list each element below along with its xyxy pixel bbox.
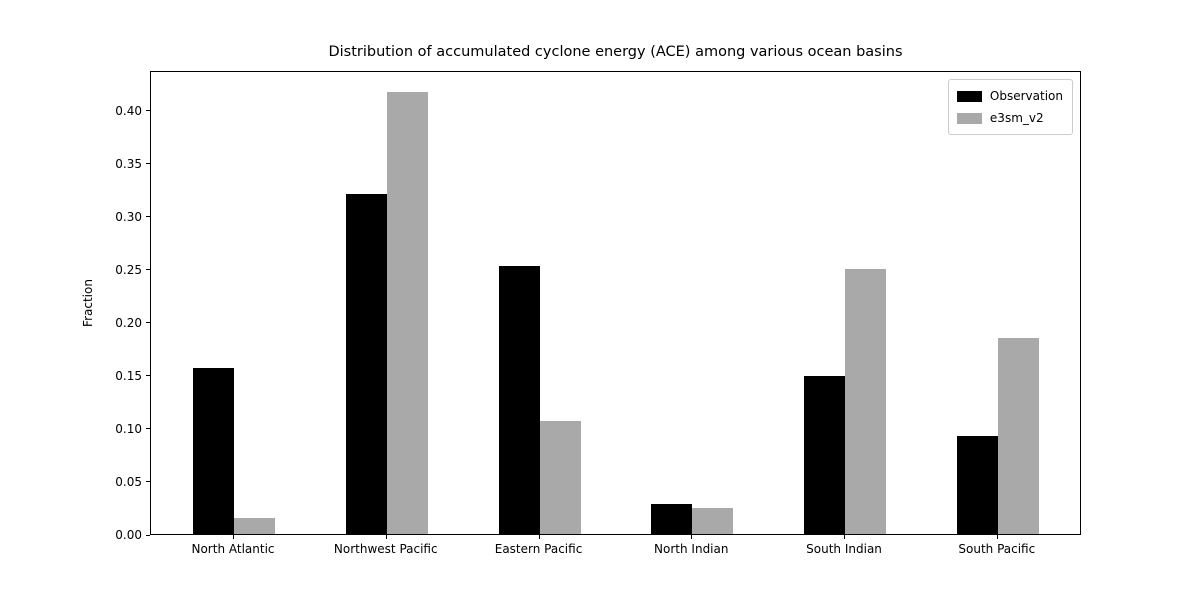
x-tick-label-south-pacific: South Pacific (958, 542, 1036, 556)
bar-e3sm-v2-eastern-pacific (539, 420, 581, 534)
y-tick-label-0.25: 0.25 (115, 262, 142, 277)
x-tick-label-north-atlantic: North Atlantic (191, 542, 275, 556)
y-tick-mark-0.15 (146, 375, 150, 377)
bar-e3sm-v2-south-indian (845, 268, 887, 534)
x-tick-mark-eastern-pacific (538, 535, 540, 539)
chart-title: Distribution of accumulated cyclone ener… (328, 44, 903, 60)
y-tick-mark-0.20 (146, 322, 150, 324)
y-tick-mark-0.40 (146, 110, 150, 112)
legend: Observation e3sm_v2 (947, 79, 1073, 135)
bar-observation-south-pacific (956, 436, 998, 534)
x-tick-mark-south-indian (844, 535, 846, 539)
y-tick-label-0.15: 0.15 (115, 368, 142, 383)
x-tick-label-south-indian: South Indian (806, 542, 882, 556)
y-tick-mark-0.35 (146, 163, 150, 165)
y-tick-mark-0.25 (146, 269, 150, 271)
legend-entry-observation: Observation (956, 85, 1063, 107)
legend-entry-e3sm-v2: e3sm_v2 (956, 107, 1063, 129)
y-tick-mark-0.30 (146, 216, 150, 218)
bar-e3sm-v2-north-atlantic (234, 518, 275, 534)
bar-observation-north-atlantic (193, 367, 234, 534)
legend-label-e3sm-v2: e3sm_v2 (989, 111, 1044, 125)
bar-observation-south-indian (804, 375, 846, 534)
bar-observation-northwest-pacific (345, 193, 387, 534)
y-tick-label-0.20: 0.20 (115, 315, 142, 330)
x-tick-mark-northwest-pacific (385, 535, 387, 539)
y-tick-label-0.10: 0.10 (115, 421, 142, 436)
x-tick-mark-south-pacific (996, 535, 998, 539)
plot-area: Observation e3sm_v2 (150, 71, 1081, 535)
legend-label-observation: Observation (989, 89, 1063, 103)
bar-e3sm-v2-northwest-pacific (386, 91, 428, 534)
x-tick-label-north-indian: North Indian (654, 542, 729, 556)
y-tick-mark-0.05 (146, 481, 150, 483)
x-tick-mark-north-indian (691, 535, 693, 539)
y-tick-mark-0.00 (146, 534, 150, 536)
y-tick-label-0.35: 0.35 (115, 156, 142, 171)
y-tick-label-0.30: 0.30 (115, 209, 142, 224)
y-tick-label-0.40: 0.40 (115, 103, 142, 118)
legend-swatch-observation (956, 90, 982, 102)
legend-swatch-e3sm-v2 (956, 112, 982, 124)
x-tick-label-eastern-pacific: Eastern Pacific (494, 542, 583, 556)
x-tick-label-northwest-pacific: Northwest Pacific (333, 542, 438, 556)
bar-observation-north-indian (651, 504, 693, 534)
bar-e3sm-v2-north-indian (692, 507, 734, 534)
bar-e3sm-v2-south-pacific (997, 337, 1039, 534)
y-tick-mark-0.10 (146, 428, 150, 430)
x-tick-mark-north-atlantic (233, 535, 234, 539)
y-tick-label-0.05: 0.05 (115, 474, 142, 489)
y-tick-label-0.00: 0.00 (115, 528, 142, 542)
bar-observation-eastern-pacific (498, 265, 540, 534)
